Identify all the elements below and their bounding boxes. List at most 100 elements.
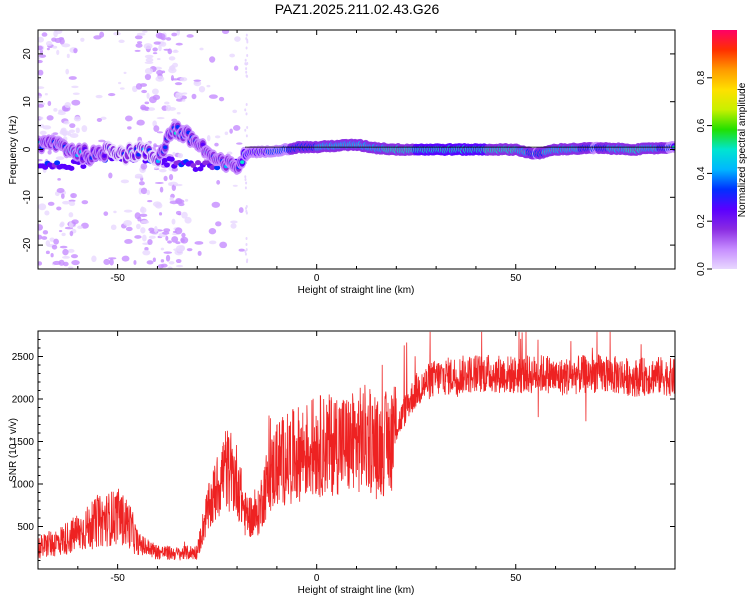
spectrogram-noise-speck <box>61 232 66 237</box>
spectrogram-ytick-label: -10 <box>22 190 33 205</box>
spectrogram-noise-speck <box>62 130 67 137</box>
snr-ytick-label: 1000 <box>12 480 35 491</box>
spectrogram-noise-speck <box>245 33 248 37</box>
spectrogram-noise-speck <box>246 258 249 262</box>
spectrogram-noise-speck <box>81 222 89 229</box>
spectrogram-noise-speck <box>197 250 202 256</box>
spectrogram-noise-speck <box>186 34 194 38</box>
spectrogram-noise-speck <box>175 245 185 253</box>
spectrogram-noise-speck <box>244 58 247 62</box>
spectrogram-noise-speck <box>244 62 247 66</box>
spectrogram-noise-speck <box>244 252 247 256</box>
spectrogram-noise-speck <box>103 211 109 216</box>
spectrogram-noise-speck <box>38 234 43 240</box>
spectrogram-noise-speck <box>142 249 151 256</box>
spectrogram-noise-speck <box>206 84 211 88</box>
spectrogram-noise-speck <box>142 234 147 242</box>
spectrogram-noise-speck <box>51 244 58 250</box>
spectrogram-ridge-blob <box>42 164 49 170</box>
colorbar-axes: 0.0 0.2 0.4 0.6 0.8 <box>696 70 712 276</box>
spectrogram-noise-speck <box>124 115 133 122</box>
snr-ytick-label: 2000 <box>12 395 35 406</box>
spectrogram-noise-speck <box>68 76 77 80</box>
spectrogram-noise-speck <box>38 56 41 60</box>
spectrogram-ridge-blob <box>190 163 197 169</box>
spectrogram-noise-speck <box>138 181 145 186</box>
spectrogram-noise-speck <box>62 248 69 256</box>
spectrogram-noise-speck <box>123 209 133 213</box>
spectrogram-noise-speck <box>140 106 150 111</box>
colorbar-label: Normalized spectral amplitude <box>737 82 748 217</box>
spectrogram-noise-speck <box>145 57 154 63</box>
spectrogram-noise-speck <box>135 43 143 48</box>
spectrogram-noise-speck <box>154 181 164 184</box>
spectrogram-noise-speck <box>38 86 45 90</box>
spectrogram-noise-speck <box>38 116 44 120</box>
spectrogram-ytick-label: 10 <box>22 96 33 108</box>
spectrogram-noise-speck <box>238 248 245 252</box>
spectrogram-noise-speck <box>168 261 175 265</box>
spectrogram-noise-speck <box>154 166 158 170</box>
spectrogram-noise-speck <box>110 224 117 231</box>
spectrogram-noise-speck <box>71 219 79 225</box>
spectrogram-noise-speck <box>134 212 141 220</box>
spectrogram-noise-speck <box>55 156 65 161</box>
spectrogram-noise-speck <box>66 53 70 59</box>
spectrogram-noise-speck <box>99 31 105 38</box>
spectrogram-marks <box>38 30 675 269</box>
spectrogram-noise-speck <box>121 255 130 262</box>
spectrogram-noise-speck <box>39 130 47 135</box>
spectrogram-noise-speck <box>68 199 76 202</box>
spectrogram-noise-speck <box>206 134 211 142</box>
spectrogram-noise-speck <box>60 193 65 199</box>
spectrogram-noise-speck <box>148 235 156 239</box>
spectrogram-noise-speck <box>246 38 249 42</box>
spectrogram-noise-speck <box>38 203 47 211</box>
spectrogram-noise-speck <box>230 223 237 229</box>
spectrogram-noise-speck <box>113 31 121 36</box>
colorbar-tick-label: 0.8 <box>696 70 707 84</box>
spectrogram-noise-speck <box>45 41 53 47</box>
spectrogram-noise-speck <box>61 255 71 259</box>
spectrogram-noise-speck <box>38 95 42 99</box>
spectrogram-noise-speck <box>181 99 186 102</box>
spectrogram-noise-speck <box>245 237 248 241</box>
spectrogram-ridge-core <box>240 160 245 165</box>
snr-xtick-label: 0 <box>314 573 320 584</box>
spectrogram-noise-speck <box>44 93 48 96</box>
spectrogram-noise-speck <box>209 56 216 63</box>
spectrogram-noise-speck <box>176 264 184 268</box>
spectrogram-noise-speck <box>56 49 60 56</box>
spectrogram-noise-speck <box>68 129 76 133</box>
spectrogram-noise-speck <box>171 118 178 122</box>
spectrogram-noise-speck <box>229 53 236 58</box>
spectrogram-noise-speck <box>63 120 70 125</box>
spectrogram-noise-speck <box>47 100 52 107</box>
spectrogram-noise-speck <box>147 239 153 245</box>
spectrogram-noise-speck <box>96 117 102 123</box>
spectrogram-ridge-blob <box>68 165 75 171</box>
spectrogram-xtick-label: 0 <box>314 273 320 284</box>
spectrogram-noise-speck <box>224 131 229 136</box>
spectrogram-noise-speck <box>147 200 153 203</box>
spectrogram-noise-speck <box>193 79 202 82</box>
spectrogram-noise-speck <box>232 109 238 114</box>
spectrogram-noise-speck <box>244 186 247 190</box>
spectrogram-noise-speck <box>45 250 50 255</box>
spectrogram-noise-speck <box>173 49 178 52</box>
spectrogram-noise-speck <box>245 112 248 116</box>
spectrogram-noise-speck <box>41 236 48 240</box>
spectrogram-noise-speck <box>124 238 133 244</box>
spectrogram-noise-speck <box>38 158 43 162</box>
spectrogram-ridge-blob <box>192 166 199 172</box>
spectrogram-noise-speck <box>47 150 52 155</box>
spectrogram-noise-speck <box>245 70 248 74</box>
spectrogram-noise-speck <box>127 126 132 130</box>
spectrogram-noise-speck <box>69 230 74 237</box>
snr-series-line <box>38 331 675 561</box>
spectrogram-noise-speck <box>139 207 147 214</box>
spectrogram-noise-speck <box>214 142 219 147</box>
spectrogram-noise-speck <box>151 88 159 95</box>
spectrogram-noise-speck <box>160 247 165 251</box>
spectrogram-noise-speck <box>209 240 217 245</box>
